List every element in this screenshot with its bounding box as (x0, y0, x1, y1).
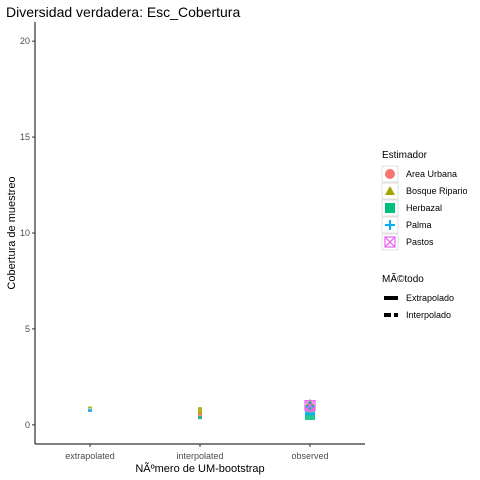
y-tick-label: 15 (20, 132, 30, 142)
legend-label: Pastos (406, 237, 434, 247)
legend-key-bosque-ripario (385, 186, 395, 195)
legend-label: Palma (406, 220, 432, 230)
legend-label: Extrapolado (406, 293, 454, 303)
y-tick-label: 10 (20, 228, 30, 238)
legend-line-items: Extrapolado Interpolado (384, 293, 454, 320)
y-tick-label: 5 (25, 324, 30, 334)
x-tick-label: interpolated (176, 451, 223, 461)
x-axis-title: NÃºmero de UM-bootstrap (135, 462, 264, 475)
x-tick-label: extrapolated (65, 451, 115, 461)
legend-key-palma (385, 220, 395, 230)
plot-area: 0 5 10 15 20 extrapolated interpolated observe… (20, 22, 365, 461)
chart-title: Diversidad verdadera: Esc_Cobertura (6, 4, 240, 20)
legend-color-items: Area Urbana Bosque Ripario Herbazal Palma Pa… (381, 165, 468, 251)
legend-key-herbazal (385, 203, 395, 213)
legend-key-area-urbana (385, 169, 395, 179)
legend-label: Herbazal (406, 203, 442, 213)
legend-label: Bosque Ripario (406, 186, 468, 196)
point-pastos (304, 399, 316, 412)
point-palma (305, 401, 315, 412)
band-palma (305, 411, 315, 416)
band-bosque-ripario (88, 406, 92, 409)
band-bosque-ripario (198, 407, 202, 415)
band-area-urbana (198, 412, 202, 420)
band-palma (88, 409, 92, 412)
legend-title-metodo: MÃ©todo (382, 272, 424, 285)
y-tick-label: 20 (20, 36, 30, 46)
x-tick-label: observed (291, 451, 328, 461)
legend-key-pastos (384, 236, 396, 248)
y-tick-label: 0 (25, 420, 30, 430)
legend: Estimador Area Urbana Bosque Ripario Herba… (381, 150, 468, 320)
band-herbazal (198, 416, 202, 420)
y-axis-title: Cobertura de muestreo (6, 176, 18, 289)
chart-marks (88, 398, 316, 421)
legend-label: Area Urbana (406, 169, 457, 179)
legend-title-estimador: Estimador (382, 150, 428, 161)
band-herbazal (305, 413, 315, 421)
legend-label: Interpolado (406, 310, 451, 320)
x-ticks: extrapolated interpolated observed (65, 444, 329, 461)
y-ticks: 0 5 10 15 20 (20, 36, 35, 430)
